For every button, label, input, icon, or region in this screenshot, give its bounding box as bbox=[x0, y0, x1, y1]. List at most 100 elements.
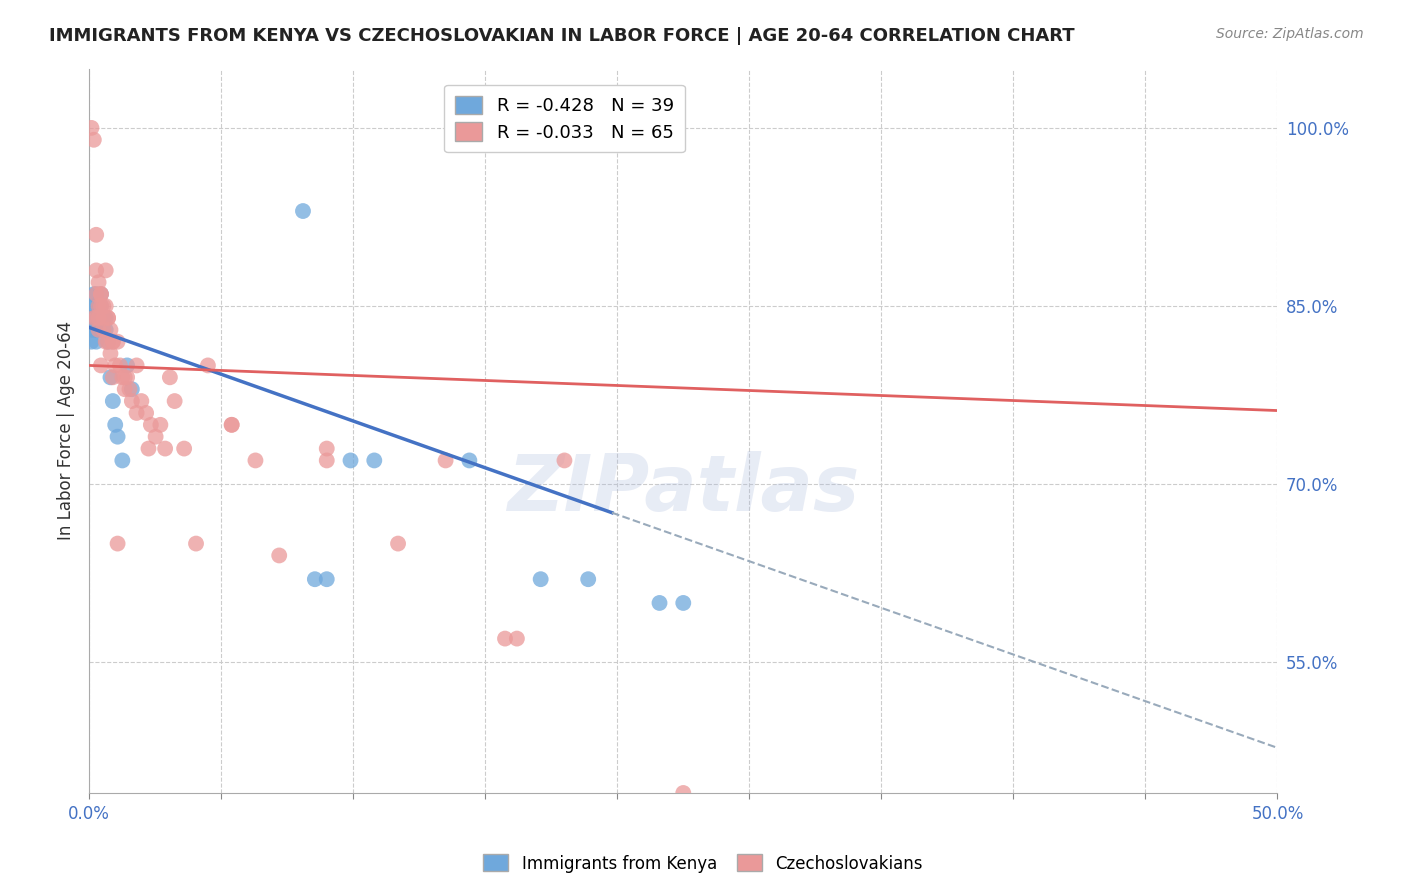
Point bbox=[173, 442, 195, 456]
Point bbox=[138, 442, 160, 456]
Point bbox=[458, 453, 481, 467]
Point bbox=[315, 572, 337, 586]
Point bbox=[672, 596, 695, 610]
Point bbox=[576, 572, 599, 586]
Point bbox=[107, 536, 129, 550]
Point bbox=[118, 382, 141, 396]
Point bbox=[87, 299, 110, 313]
Point bbox=[84, 287, 107, 301]
Point bbox=[97, 310, 120, 325]
Point bbox=[304, 572, 326, 586]
Point bbox=[363, 453, 385, 467]
Point bbox=[91, 299, 114, 313]
Point bbox=[100, 346, 122, 360]
Point bbox=[80, 310, 103, 325]
Point bbox=[163, 394, 186, 409]
Point bbox=[145, 430, 167, 444]
Point bbox=[197, 359, 219, 373]
Point bbox=[494, 632, 516, 646]
Point bbox=[94, 323, 117, 337]
Point bbox=[149, 417, 172, 432]
Point bbox=[83, 323, 105, 337]
Point bbox=[114, 370, 136, 384]
Point bbox=[100, 323, 122, 337]
Point bbox=[111, 370, 134, 384]
Point bbox=[84, 334, 107, 349]
Point bbox=[100, 370, 122, 384]
Point bbox=[245, 453, 267, 467]
Point bbox=[91, 323, 114, 337]
Point bbox=[530, 572, 553, 586]
Point bbox=[339, 453, 361, 467]
Point bbox=[87, 310, 110, 325]
Point bbox=[87, 323, 110, 337]
Point bbox=[90, 287, 112, 301]
Point bbox=[94, 299, 117, 313]
Point bbox=[101, 334, 124, 349]
Point bbox=[107, 334, 129, 349]
Point bbox=[83, 287, 105, 301]
Point bbox=[387, 536, 409, 550]
Point bbox=[90, 287, 112, 301]
Point bbox=[648, 596, 671, 610]
Point bbox=[139, 417, 162, 432]
Point bbox=[83, 310, 105, 325]
Point bbox=[91, 310, 114, 325]
Point bbox=[90, 359, 112, 373]
Point bbox=[108, 359, 131, 373]
Point bbox=[315, 442, 337, 456]
Point bbox=[91, 323, 114, 337]
Point bbox=[97, 334, 120, 349]
Point bbox=[90, 287, 112, 301]
Point bbox=[84, 299, 107, 313]
Point bbox=[221, 417, 243, 432]
Point bbox=[101, 334, 124, 349]
Point bbox=[84, 323, 107, 337]
Point bbox=[94, 310, 117, 325]
Point bbox=[87, 323, 110, 337]
Point bbox=[553, 453, 575, 467]
Point bbox=[101, 394, 124, 409]
Legend: R = -0.428   N = 39, R = -0.033   N = 65: R = -0.428 N = 39, R = -0.033 N = 65 bbox=[444, 85, 685, 153]
Point bbox=[121, 382, 143, 396]
Point bbox=[101, 370, 124, 384]
Point bbox=[84, 310, 107, 325]
Point bbox=[83, 310, 105, 325]
Point bbox=[125, 359, 148, 373]
Point bbox=[114, 382, 136, 396]
Point bbox=[107, 430, 129, 444]
Point bbox=[125, 406, 148, 420]
Point bbox=[97, 334, 120, 349]
Point bbox=[135, 406, 157, 420]
Point bbox=[80, 334, 103, 349]
Point bbox=[91, 310, 114, 325]
Point bbox=[315, 453, 337, 467]
Point bbox=[104, 359, 127, 373]
Point bbox=[87, 275, 110, 289]
Point bbox=[94, 334, 117, 349]
Point bbox=[291, 204, 314, 219]
Point bbox=[121, 394, 143, 409]
Point bbox=[111, 453, 134, 467]
Point bbox=[94, 263, 117, 277]
Point bbox=[434, 453, 457, 467]
Point bbox=[153, 442, 176, 456]
Point bbox=[97, 310, 120, 325]
Point bbox=[115, 359, 138, 373]
Text: ZIPatlas: ZIPatlas bbox=[508, 450, 859, 526]
Point bbox=[80, 323, 103, 337]
Point bbox=[104, 417, 127, 432]
Point bbox=[80, 120, 103, 135]
Text: Source: ZipAtlas.com: Source: ZipAtlas.com bbox=[1216, 27, 1364, 41]
Point bbox=[83, 133, 105, 147]
Point bbox=[159, 370, 181, 384]
Point bbox=[131, 394, 153, 409]
Text: IMMIGRANTS FROM KENYA VS CZECHOSLOVAKIAN IN LABOR FORCE | AGE 20-64 CORRELATION : IMMIGRANTS FROM KENYA VS CZECHOSLOVAKIAN… bbox=[49, 27, 1074, 45]
Point bbox=[83, 299, 105, 313]
Point bbox=[269, 549, 291, 563]
Point bbox=[115, 370, 138, 384]
Point bbox=[87, 310, 110, 325]
Point bbox=[90, 299, 112, 313]
Legend: Immigrants from Kenya, Czechoslovakians: Immigrants from Kenya, Czechoslovakians bbox=[477, 847, 929, 880]
Point bbox=[90, 299, 112, 313]
